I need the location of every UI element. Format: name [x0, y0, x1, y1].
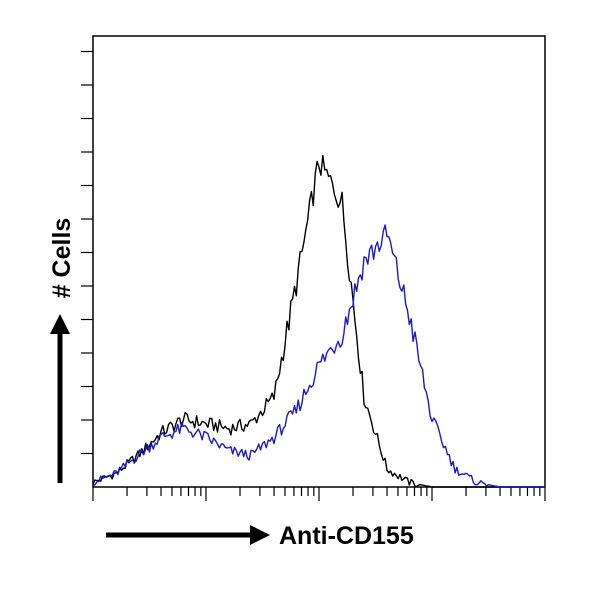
y-axis-title: # Cells: [48, 218, 76, 299]
plot-frame: [92, 35, 546, 488]
x-axis-ticks: [92, 487, 546, 501]
y-axis-arrowhead: [50, 314, 70, 334]
series-layer: [92, 154, 545, 488]
y-axis-ticks: [81, 50, 93, 455]
series-line-1: [92, 154, 545, 488]
series-line-2: [92, 224, 545, 488]
x-axis-title: Anti-CD155: [279, 522, 414, 550]
x-axis-arrowhead: [250, 525, 270, 545]
